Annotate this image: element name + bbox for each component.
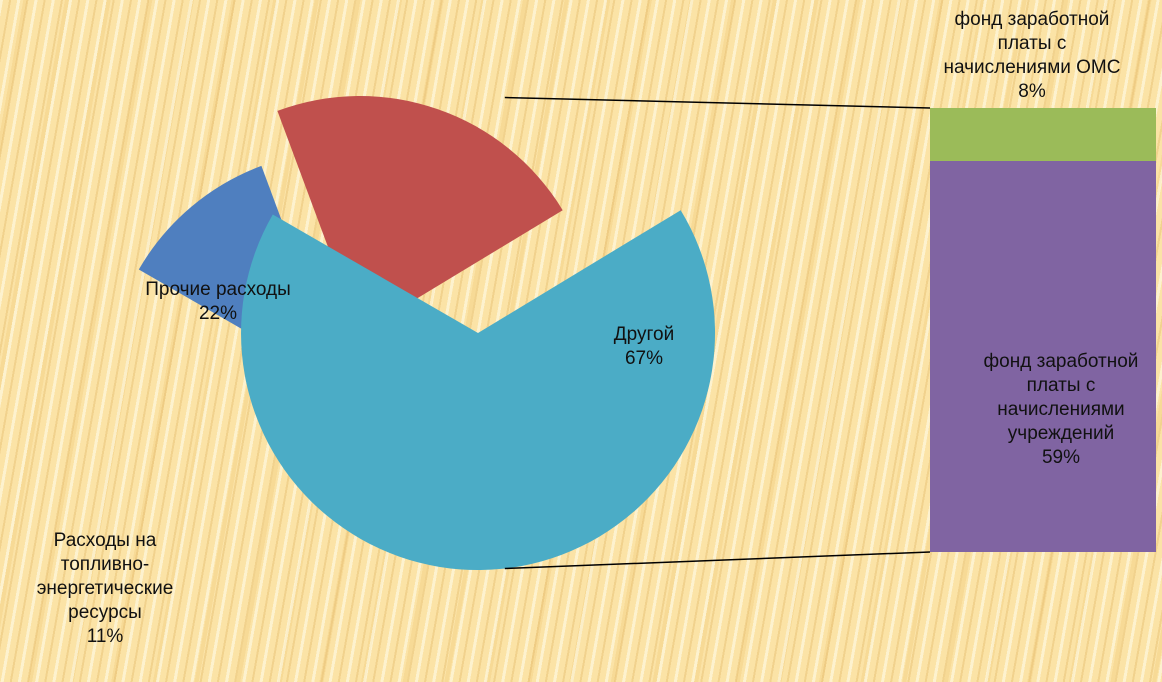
pie — [138, 96, 716, 571]
bar-segment-1 — [930, 108, 1156, 161]
connector-line-top — [504, 96, 931, 109]
pie-data-label-1: Прочие расходы 22% — [145, 279, 291, 324]
connector-lines — [504, 96, 931, 570]
connector-line-bottom — [504, 551, 931, 570]
stacked-bar — [930, 108, 1156, 552]
bar-data-label-0: фонд заработной платы с начислениями учрежд… — [984, 351, 1139, 468]
bar-segment-0 — [930, 161, 1156, 552]
data-labels: Расходы на топливно-энергетические ресурсы… — [37, 9, 1139, 647]
pie-data-label-2: Другой 67% — [614, 324, 674, 369]
bar-data-label-1: фонд заработной платы с начислениями ОМС 8% — [944, 9, 1121, 102]
pie-data-label-0: Расходы на топливно-энергетические ресурсы… — [37, 530, 174, 647]
pie-slice-other — [241, 210, 716, 571]
